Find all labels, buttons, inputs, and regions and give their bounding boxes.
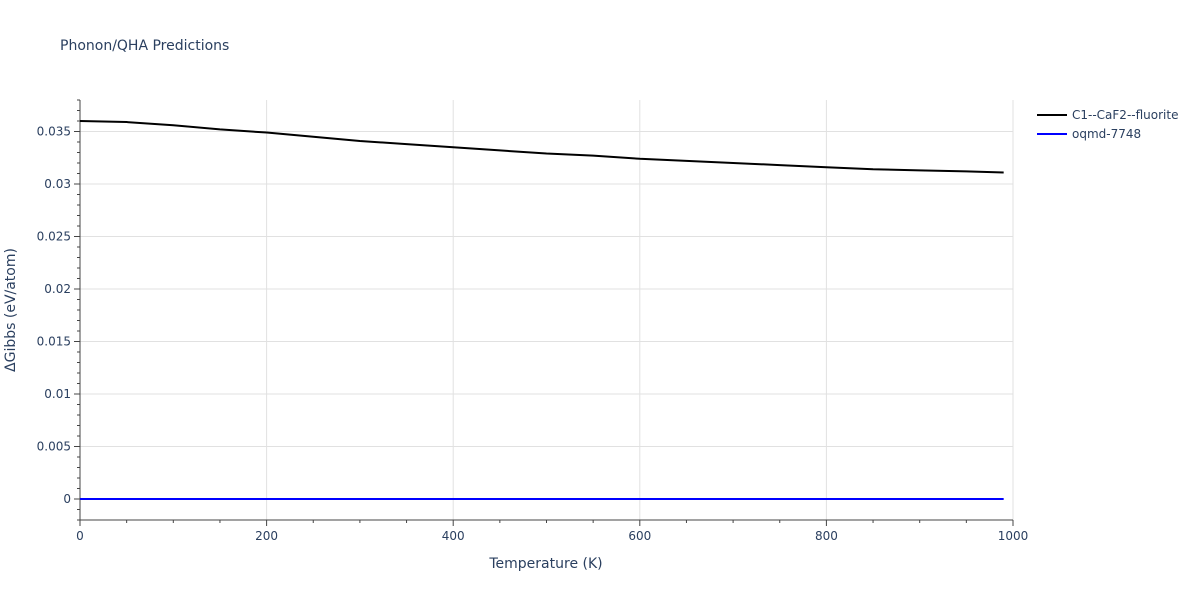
y-tick-label: 0.03 <box>44 177 71 191</box>
x-tick-label: 400 <box>442 529 465 543</box>
y-tick-label: 0.005 <box>37 440 71 454</box>
legend: C1--CaF2--fluorite oqmd-7748 <box>1037 108 1178 141</box>
series-line-1 <box>79 120 1004 174</box>
plot-area: 0 200 400 600 800 1000 0 0.005 0.01 0.015 0.02 0.02… <box>37 99 1029 543</box>
y-tick-label: 0.01 <box>44 387 71 401</box>
x-axis-title: Temperature (K) <box>488 556 602 572</box>
legend-label: C1--CaF2--fluorite <box>1072 108 1178 122</box>
y-axis-title: ΔGibbs (eV/atom) <box>3 248 19 372</box>
x-tick-label: 0 <box>76 529 84 543</box>
y-tick-label: 0 <box>63 492 71 506</box>
chart-title: Phonon/QHA Predictions <box>60 38 229 54</box>
y-tick-label: 0.025 <box>37 230 71 244</box>
y-tick-label: 0.035 <box>37 125 71 139</box>
x-tick-label: 800 <box>815 529 838 543</box>
x-tick-label: 1000 <box>998 529 1029 543</box>
y-tick-label: 0.015 <box>37 335 71 349</box>
x-tick-label: 600 <box>628 529 651 543</box>
x-tick-label: 200 <box>255 529 278 543</box>
y-tick-label: 0.02 <box>44 282 71 296</box>
legend-label: oqmd-7748 <box>1072 127 1141 141</box>
